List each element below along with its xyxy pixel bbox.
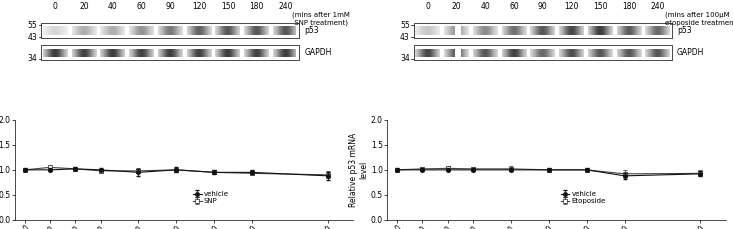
Text: p53: p53 xyxy=(304,26,319,35)
Text: 240: 240 xyxy=(279,2,292,11)
Text: 0: 0 xyxy=(53,2,58,11)
Text: 0: 0 xyxy=(425,2,430,11)
Text: 40: 40 xyxy=(480,2,490,11)
Text: 150: 150 xyxy=(593,2,608,11)
Text: 90: 90 xyxy=(166,2,175,11)
Text: 34: 34 xyxy=(28,55,37,63)
Text: 90: 90 xyxy=(538,2,548,11)
Legend: vehicle, SNP: vehicle, SNP xyxy=(194,191,229,204)
Bar xyxy=(41,45,300,60)
Text: GAPDH: GAPDH xyxy=(677,48,704,57)
Text: 40: 40 xyxy=(108,2,118,11)
Y-axis label: Relative p53 mRNA
level: Relative p53 mRNA level xyxy=(349,133,368,207)
Text: p53: p53 xyxy=(677,26,691,35)
Text: 60: 60 xyxy=(137,2,147,11)
Bar xyxy=(414,45,672,60)
Text: (mins after 1mM
 SNP treatment): (mins after 1mM SNP treatment) xyxy=(292,11,350,26)
Bar xyxy=(414,23,672,38)
Text: 20: 20 xyxy=(79,2,89,11)
Text: 120: 120 xyxy=(192,2,207,11)
Text: 55: 55 xyxy=(400,21,410,30)
Text: 240: 240 xyxy=(651,2,666,11)
Text: 120: 120 xyxy=(564,2,579,11)
Text: 43: 43 xyxy=(400,33,410,42)
Text: 55: 55 xyxy=(28,21,37,30)
Text: 180: 180 xyxy=(622,2,636,11)
Text: 180: 180 xyxy=(249,2,264,11)
Text: 20: 20 xyxy=(452,2,461,11)
Text: GAPDH: GAPDH xyxy=(304,48,332,57)
Text: (mins after 100μM
etoposide treatment): (mins after 100μM etoposide treatment) xyxy=(665,11,733,26)
Text: 60: 60 xyxy=(509,2,519,11)
Legend: vehicle, Etoposide: vehicle, Etoposide xyxy=(561,191,605,204)
Text: 34: 34 xyxy=(400,55,410,63)
Bar xyxy=(41,23,300,38)
Text: 43: 43 xyxy=(28,33,37,42)
Text: 150: 150 xyxy=(221,2,235,11)
